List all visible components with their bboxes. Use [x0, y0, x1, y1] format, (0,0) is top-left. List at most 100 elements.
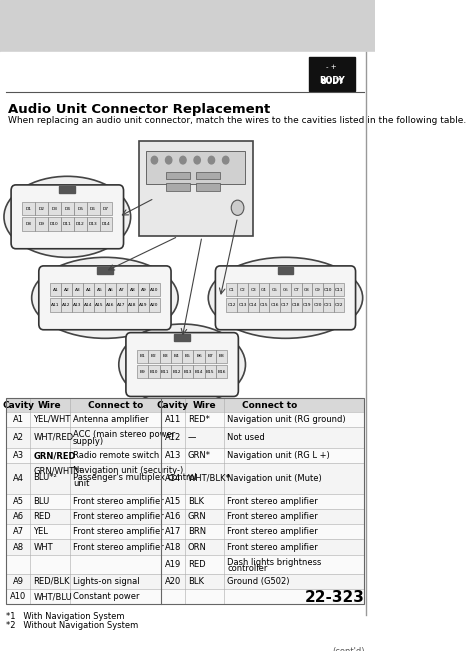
- Text: D10: D10: [50, 222, 59, 226]
- Text: C3: C3: [250, 288, 256, 292]
- Circle shape: [194, 156, 201, 164]
- Text: WHT/BLU: WHT/BLU: [33, 592, 72, 601]
- Text: YEL/WHT: YEL/WHT: [33, 415, 71, 424]
- Bar: [105, 298, 116, 312]
- Text: D9: D9: [38, 222, 45, 226]
- Bar: [74, 217, 87, 230]
- Text: C5: C5: [272, 288, 278, 292]
- Text: C4: C4: [261, 288, 267, 292]
- Text: B2: B2: [151, 354, 157, 359]
- Text: C6: C6: [283, 288, 288, 292]
- Bar: [248, 298, 259, 312]
- Text: C2: C2: [240, 288, 246, 292]
- Ellipse shape: [4, 176, 131, 257]
- Bar: [321, 65, 343, 76]
- Text: BODY: BODY: [319, 76, 345, 85]
- Text: D11: D11: [63, 222, 72, 226]
- Text: A18: A18: [128, 303, 137, 307]
- Text: A8: A8: [13, 542, 24, 551]
- Bar: [61, 298, 72, 312]
- Text: BLK: BLK: [188, 577, 204, 586]
- Bar: [6, 493, 364, 509]
- Text: C11: C11: [335, 288, 343, 292]
- Bar: [171, 350, 182, 363]
- Bar: [160, 365, 171, 378]
- Text: BLU*²: BLU*²: [33, 473, 57, 482]
- Ellipse shape: [32, 257, 178, 339]
- Text: D3: D3: [51, 207, 57, 211]
- Text: Cavity: Cavity: [2, 400, 34, 409]
- Bar: [196, 183, 220, 191]
- Text: C22: C22: [335, 303, 343, 307]
- Circle shape: [208, 156, 215, 164]
- Text: controller: controller: [227, 564, 268, 574]
- Ellipse shape: [119, 324, 246, 405]
- Text: Front stereo amplifier: Front stereo amplifier: [227, 527, 318, 536]
- Bar: [320, 64, 344, 77]
- Bar: [291, 283, 301, 296]
- Bar: [259, 283, 269, 296]
- Bar: [301, 283, 312, 296]
- Text: D8: D8: [26, 222, 32, 226]
- Bar: [334, 298, 345, 312]
- Bar: [6, 540, 364, 555]
- Text: Connect to: Connect to: [242, 400, 297, 409]
- Ellipse shape: [208, 257, 363, 339]
- Bar: [269, 283, 280, 296]
- Bar: [301, 298, 312, 312]
- Bar: [48, 217, 61, 230]
- Bar: [205, 350, 216, 363]
- Bar: [312, 283, 323, 296]
- Text: ORN: ORN: [188, 542, 207, 551]
- Bar: [182, 350, 193, 363]
- Bar: [22, 202, 35, 215]
- Text: A6: A6: [108, 288, 113, 292]
- Text: A20: A20: [164, 577, 181, 586]
- Text: A11: A11: [164, 415, 181, 424]
- Bar: [61, 283, 72, 296]
- Bar: [35, 202, 48, 215]
- Bar: [100, 217, 112, 230]
- Bar: [6, 589, 364, 604]
- Bar: [127, 283, 138, 296]
- Text: A12: A12: [164, 433, 181, 442]
- Text: D2: D2: [38, 207, 45, 211]
- Text: A2: A2: [64, 288, 69, 292]
- Text: B13: B13: [183, 370, 192, 374]
- Bar: [205, 365, 216, 378]
- Text: D13: D13: [89, 222, 98, 226]
- Bar: [94, 298, 105, 312]
- Bar: [216, 365, 227, 378]
- Bar: [248, 283, 259, 296]
- Text: A8: A8: [129, 288, 135, 292]
- Bar: [72, 298, 83, 312]
- Text: A16: A16: [164, 512, 181, 521]
- Text: D14: D14: [101, 222, 110, 226]
- Bar: [116, 298, 127, 312]
- Text: B4: B4: [173, 354, 179, 359]
- Bar: [182, 365, 193, 378]
- Text: D12: D12: [76, 222, 84, 226]
- Bar: [94, 283, 105, 296]
- Text: Antenna amplifier: Antenna amplifier: [73, 415, 148, 424]
- Bar: [174, 333, 190, 341]
- Bar: [48, 202, 61, 215]
- Bar: [6, 524, 364, 540]
- Text: B6: B6: [196, 354, 202, 359]
- Bar: [196, 172, 220, 179]
- Text: BLU: BLU: [33, 497, 49, 506]
- Bar: [97, 267, 113, 275]
- Bar: [72, 283, 83, 296]
- Text: BODY: BODY: [320, 77, 344, 85]
- Bar: [138, 141, 254, 236]
- Bar: [237, 283, 248, 296]
- Bar: [127, 298, 138, 312]
- Text: RED: RED: [33, 512, 51, 521]
- Text: A18: A18: [164, 542, 181, 551]
- Text: - +: - +: [327, 64, 337, 70]
- Text: Constant power: Constant power: [73, 592, 139, 601]
- Bar: [6, 509, 364, 524]
- Text: D1: D1: [26, 207, 32, 211]
- Text: A3: A3: [13, 451, 24, 460]
- Text: RED*: RED*: [188, 415, 210, 424]
